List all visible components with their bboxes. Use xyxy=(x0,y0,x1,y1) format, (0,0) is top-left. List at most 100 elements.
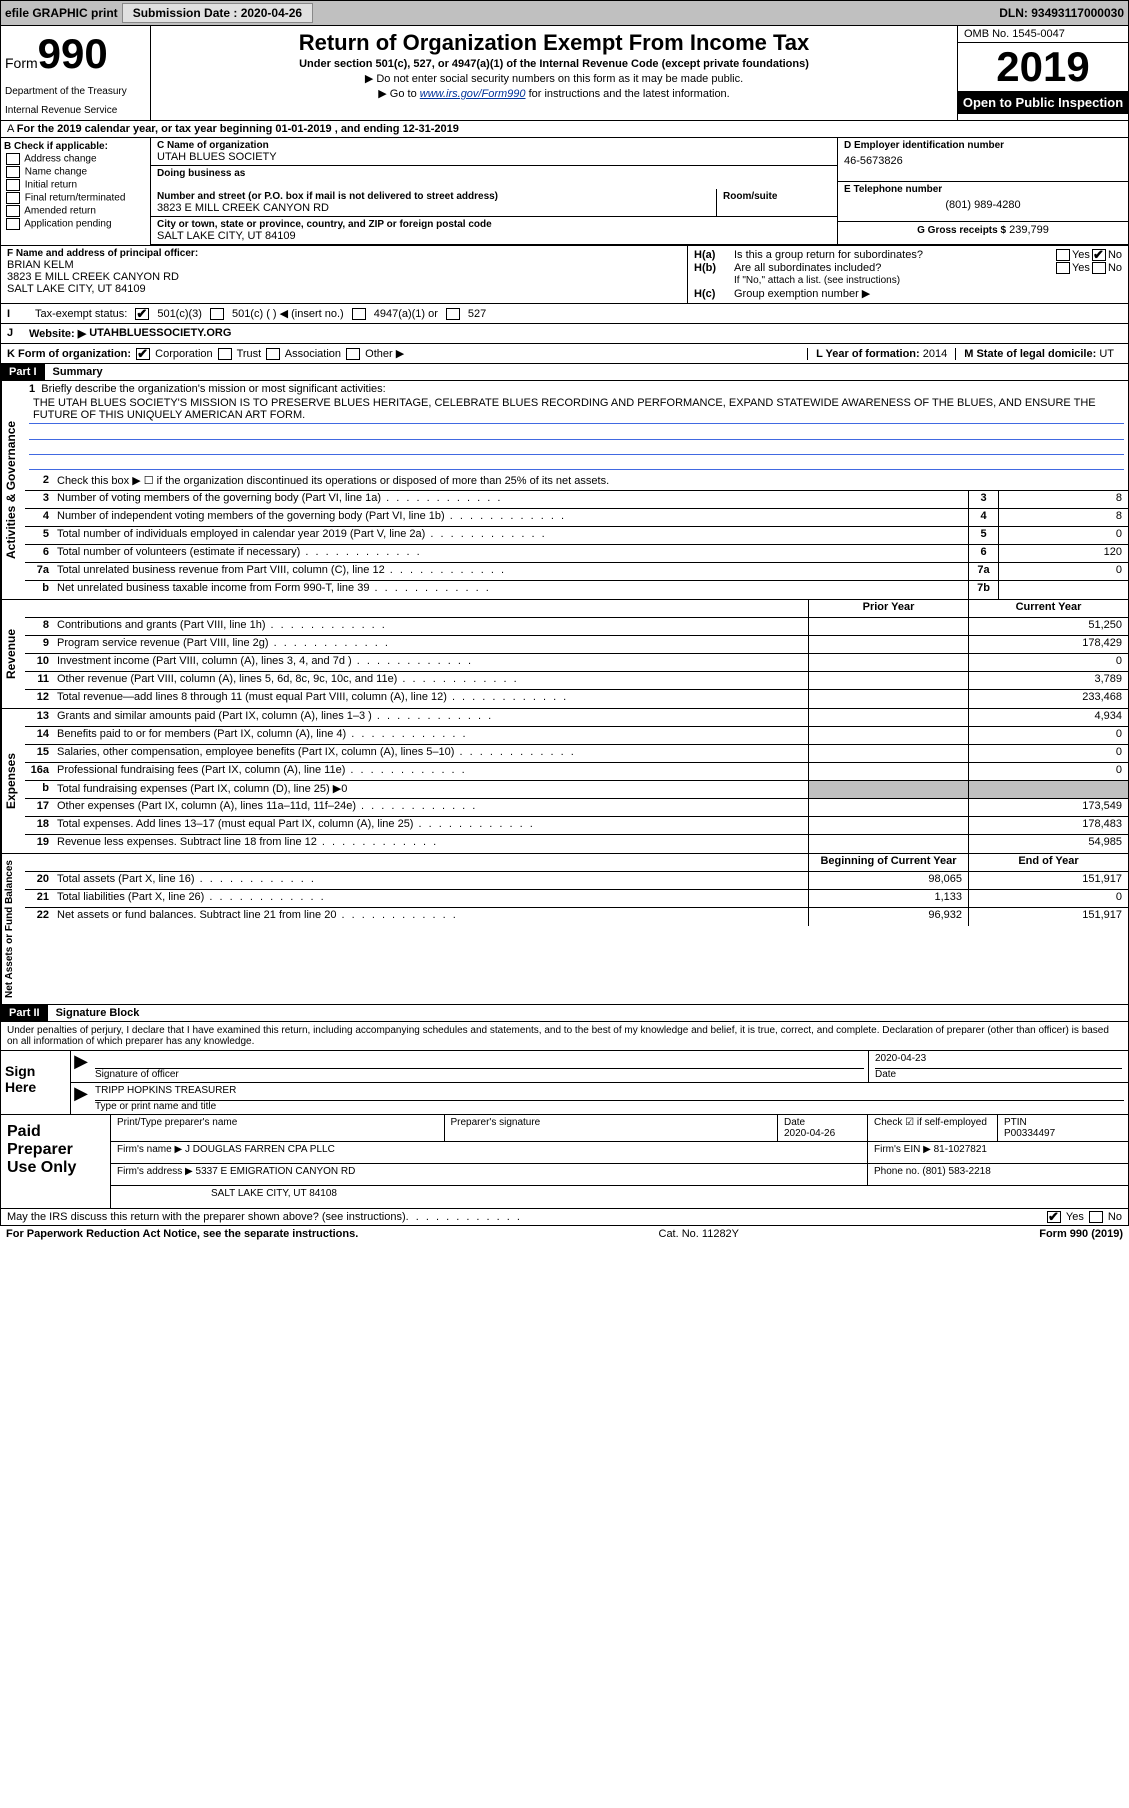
cat-no: Cat. No. 11282Y xyxy=(659,1228,740,1240)
h-b-yes[interactable]: Yes xyxy=(1054,262,1090,274)
suite-cell: Room/suite xyxy=(717,189,837,216)
line2-row: 2 Check this box ▶ ☐ if the organization… xyxy=(25,473,1128,491)
opt-501c3: 501(c)(3) xyxy=(157,308,202,320)
inspection-badge: Open to Public Inspection xyxy=(958,91,1128,114)
firm-phone: (801) 583-2218 xyxy=(922,1166,990,1177)
part1-tag: Part I xyxy=(1,364,45,380)
rev-rows: Prior Year Current Year 8Contributions a… xyxy=(25,600,1128,708)
check-501c3[interactable] xyxy=(135,308,149,320)
expenses-table: Expenses 13Grants and similar amounts pa… xyxy=(0,709,1129,854)
check-527[interactable] xyxy=(446,308,460,320)
h-a-no[interactable]: No xyxy=(1090,249,1122,261)
bottom-line: For Paperwork Reduction Act Notice, see … xyxy=(0,1226,1129,1242)
check-final-return[interactable]: Final return/terminated xyxy=(4,192,147,204)
sig-date-cell: 2020-04-23 Date xyxy=(868,1051,1128,1082)
prep-row-1: Print/Type preparer's name Preparer's si… xyxy=(111,1115,1128,1142)
status-label: Tax-exempt status: xyxy=(35,308,127,320)
revenue-table: Revenue Prior Year Current Year 8Contrib… xyxy=(0,600,1129,709)
check-association[interactable] xyxy=(266,348,280,360)
check-corporation[interactable] xyxy=(136,348,150,360)
current-year-header: Current Year xyxy=(968,600,1128,617)
org-name-label: C Name of organization xyxy=(157,140,831,151)
irs-link[interactable]: www.irs.gov/Form990 xyxy=(420,88,526,100)
blank-line xyxy=(29,426,1124,440)
suite-label: Room/suite xyxy=(723,191,831,202)
city-label: City or town, state or province, country… xyxy=(157,219,831,230)
firm-addr-label: Firm's address ▶ xyxy=(117,1166,193,1177)
fh-block: F Name and address of principal officer:… xyxy=(0,246,1129,304)
check-501c[interactable] xyxy=(210,308,224,320)
org-name-cell: C Name of organization UTAH BLUES SOCIET… xyxy=(151,138,837,165)
check-initial-return[interactable]: Initial return xyxy=(4,179,147,191)
note-goto: ▶ Go to www.irs.gov/Form990 for instruct… xyxy=(157,87,951,100)
sig-name-label: Type or print name and title xyxy=(95,1101,1124,1112)
firm-addr1: 5337 E EMIGRATION CANYON RD xyxy=(196,1166,356,1177)
h-b-no[interactable]: No xyxy=(1090,262,1122,274)
submission-date-button[interactable]: Submission Date : 2020-04-26 xyxy=(122,3,313,23)
prep-date-cell: Date 2020-04-26 xyxy=(778,1115,868,1141)
table-row: 16aProfessional fundraising fees (Part I… xyxy=(25,763,1128,781)
part2-tag: Part II xyxy=(1,1005,48,1021)
korg-row: K Form of organization: Corporation Trus… xyxy=(0,344,1129,364)
form-no: Form 990 (2019) xyxy=(1039,1228,1123,1240)
l-year: L Year of formation: 2014 xyxy=(807,348,955,360)
check-address-change[interactable]: Address change xyxy=(4,153,147,165)
net-rows: Beginning of Current Year End of Year 20… xyxy=(25,854,1128,1004)
h-a-yes[interactable]: Yes xyxy=(1054,249,1090,261)
firm-addr-cell: Firm's address ▶ 5337 E EMIGRATION CANYO… xyxy=(111,1164,868,1185)
sig-name-cell: TRIPP HOPKINS TREASURER Type or print na… xyxy=(91,1083,1128,1114)
form-990-num: 990 xyxy=(38,30,108,77)
check-application-pending[interactable]: Application pending xyxy=(4,218,147,230)
efile-label: efile GRAPHIC print xyxy=(5,6,118,20)
website-label: Website: ▶ xyxy=(29,327,86,340)
phone-cell: E Telephone number (801) 989-4280 xyxy=(838,182,1128,222)
opt-527: 527 xyxy=(468,308,486,320)
officer-addr2: SALT LAKE CITY, UT 84109 xyxy=(7,283,681,295)
firm-name-label: Firm's name ▶ xyxy=(117,1144,182,1155)
check-4947[interactable] xyxy=(352,308,366,320)
gov-rows: 1 Briefly describe the organization's mi… xyxy=(25,381,1128,599)
phone-label: E Telephone number xyxy=(844,184,1122,195)
prep-check-label: Check ☑ if self-employed xyxy=(874,1117,987,1128)
dba-label: Doing business as xyxy=(157,168,831,179)
tax-period: A For the 2019 calendar year, or tax yea… xyxy=(0,121,1129,138)
table-row: 9Program service revenue (Part VIII, lin… xyxy=(25,636,1128,654)
blank-line xyxy=(29,456,1124,470)
table-row: 17Other expenses (Part IX, column (A), l… xyxy=(25,799,1128,817)
dots xyxy=(406,1211,522,1223)
l-label: L Year of formation: xyxy=(816,348,920,360)
h-b-note: If "No," attach a list. (see instruction… xyxy=(694,275,1122,286)
side-rev: Revenue xyxy=(1,600,25,708)
opt-4947: 4947(a)(1) or xyxy=(374,308,438,320)
arrow-icon: ▶ xyxy=(71,1083,91,1114)
check-amended-return[interactable]: Amended return xyxy=(4,205,147,217)
l-value: 2014 xyxy=(923,348,947,360)
table-row: 19Revenue less expenses. Subtract line 1… xyxy=(25,835,1128,853)
f-label: F Name and address of principal officer: xyxy=(7,248,681,259)
discuss-no[interactable] xyxy=(1089,1211,1103,1223)
check-name-change[interactable]: Name change xyxy=(4,166,147,178)
check-trust[interactable] xyxy=(218,348,232,360)
part1-name: Summary xyxy=(45,364,111,380)
firm-phone-label: Phone no. xyxy=(874,1166,920,1177)
period-text: For the 2019 calendar year, or tax year … xyxy=(17,123,459,135)
phone-value: (801) 989-4280 xyxy=(844,199,1122,211)
side-exp: Expenses xyxy=(1,709,25,853)
check-other[interactable] xyxy=(346,348,360,360)
col-cde: C Name of organization UTAH BLUES SOCIET… xyxy=(151,138,1128,245)
table-row: 13Grants and similar amounts paid (Part … xyxy=(25,709,1128,727)
discuss-yes[interactable] xyxy=(1047,1211,1061,1223)
opt-501c: 501(c) ( ) ◀ (insert no.) xyxy=(232,307,344,320)
opt-other: Other ▶ xyxy=(365,348,404,360)
firm-name-cell: Firm's name ▶ J DOUGLAS FARREN CPA PLLC xyxy=(111,1142,868,1163)
table-row: 4Number of independent voting members of… xyxy=(25,509,1128,527)
officer-sig-cell: Signature of officer xyxy=(91,1051,868,1082)
addr-row: Number and street (or P.O. box if mail i… xyxy=(151,189,837,217)
firm-ein-label: Firm's EIN ▶ xyxy=(874,1144,931,1155)
part1-header: Part I Summary xyxy=(0,364,1129,381)
prep-ptin-cell: PTIN P00334497 xyxy=(998,1115,1128,1141)
ein-value: 46-5673826 xyxy=(844,155,1122,167)
website-value: UTAHBLUESSOCIETY.ORG xyxy=(89,327,231,340)
col-b-checkboxes: B Check if applicable: Address change Na… xyxy=(1,138,151,245)
table-row: 11Other revenue (Part VIII, column (A), … xyxy=(25,672,1128,690)
